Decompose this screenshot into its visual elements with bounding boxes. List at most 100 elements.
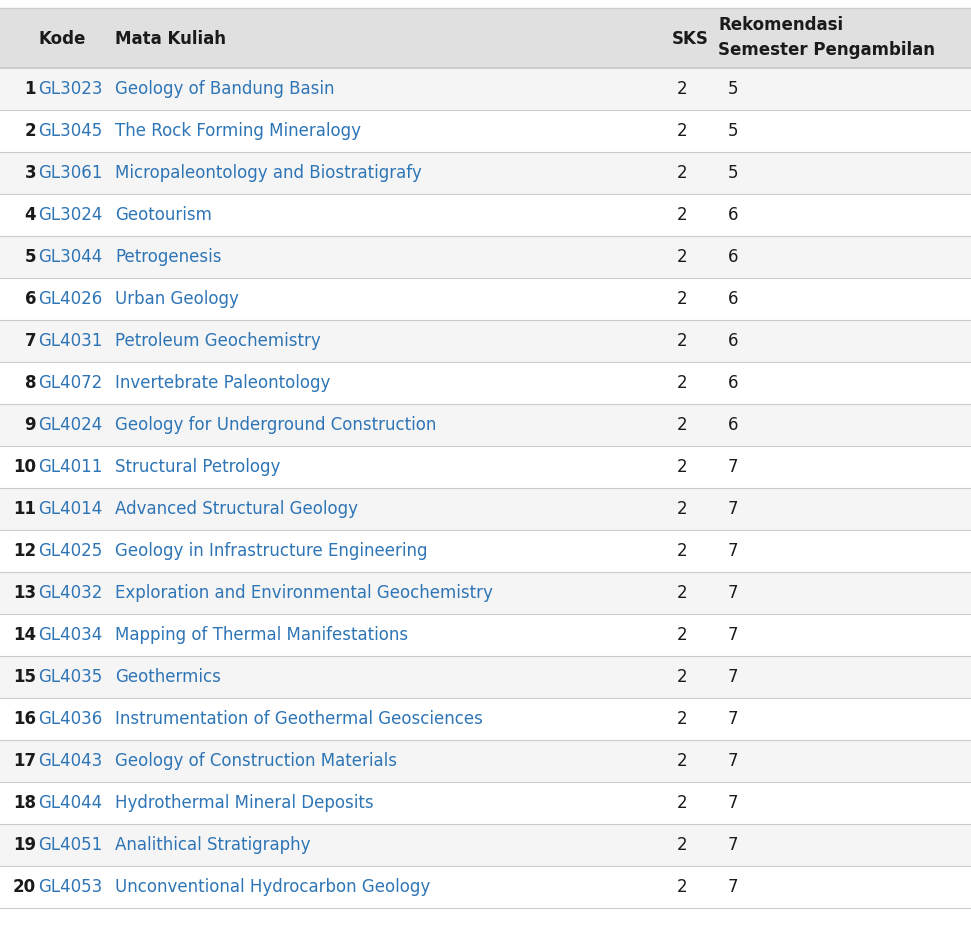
Bar [0,782,971,824]
Text: 2: 2 [677,416,687,434]
Text: GL3023: GL3023 [38,80,103,98]
Text: 7: 7 [728,584,739,602]
Text: 18: 18 [13,794,36,812]
Text: Semester Pengambilan: Semester Pengambilan [718,41,935,59]
Text: 5: 5 [728,164,739,182]
Text: 15: 15 [13,668,36,686]
Bar [0,740,971,782]
Text: 7: 7 [24,332,36,350]
Text: 2: 2 [677,122,687,140]
Text: 16: 16 [13,710,36,728]
Text: 7: 7 [728,878,739,896]
Text: GL4011: GL4011 [38,458,102,476]
Text: Geology of Construction Materials: Geology of Construction Materials [115,752,397,770]
Bar [0,614,971,656]
Text: Geology of Bandung Basin: Geology of Bandung Basin [115,80,334,98]
Text: 6: 6 [24,290,36,308]
Bar [0,110,971,152]
Text: 12: 12 [13,542,36,560]
Text: 6: 6 [728,416,739,434]
Text: Geothermics: Geothermics [115,668,220,686]
Text: GL4053: GL4053 [38,878,102,896]
Text: GL4026: GL4026 [38,290,102,308]
Text: GL3044: GL3044 [38,248,102,266]
Text: 20: 20 [13,878,36,896]
Text: GL4031: GL4031 [38,332,102,350]
Bar [0,488,971,530]
Bar [0,320,971,362]
Text: 2: 2 [677,206,687,224]
Bar [0,572,971,614]
Text: 7: 7 [728,794,739,812]
Bar [0,68,971,110]
Text: 13: 13 [13,584,36,602]
Text: GL4072: GL4072 [38,374,102,392]
Text: 7: 7 [728,668,739,686]
Text: 2: 2 [677,710,687,728]
Text: 7: 7 [728,836,739,854]
Text: Kode: Kode [38,30,85,48]
Text: 19: 19 [13,836,36,854]
Bar [0,656,971,698]
Text: 9: 9 [24,416,36,434]
Text: Invertebrate Paleontology: Invertebrate Paleontology [115,374,330,392]
Text: 5: 5 [728,80,739,98]
Text: SKS: SKS [672,30,709,48]
Text: 2: 2 [677,374,687,392]
Text: GL4032: GL4032 [38,584,102,602]
Text: 6: 6 [728,374,739,392]
Text: GL4051: GL4051 [38,836,102,854]
Text: The Rock Forming Mineralogy: The Rock Forming Mineralogy [115,122,361,140]
Text: 17: 17 [13,752,36,770]
Text: 2: 2 [677,668,687,686]
Text: Unconventional Hydrocarbon Geology: Unconventional Hydrocarbon Geology [115,878,430,896]
Text: 2: 2 [677,542,687,560]
Text: 2: 2 [677,584,687,602]
Text: 7: 7 [728,626,739,644]
Bar [0,698,971,740]
Text: GL4043: GL4043 [38,752,102,770]
Text: GL4036: GL4036 [38,710,102,728]
Text: Geology for Underground Construction: Geology for Underground Construction [115,416,436,434]
Text: Geology in Infrastructure Engineering: Geology in Infrastructure Engineering [115,542,427,560]
Text: GL3061: GL3061 [38,164,102,182]
Bar [0,362,971,404]
Text: 14: 14 [13,626,36,644]
Bar [0,278,971,320]
Text: 6: 6 [728,290,739,308]
Text: Petroleum Geochemistry: Petroleum Geochemistry [115,332,320,350]
Text: Urban Geology: Urban Geology [115,290,239,308]
Bar [0,152,971,194]
Text: GL4034: GL4034 [38,626,102,644]
Text: 2: 2 [677,752,687,770]
Bar [0,194,971,236]
Text: 2: 2 [677,290,687,308]
Text: 7: 7 [728,710,739,728]
Text: Mata Kuliah: Mata Kuliah [115,30,226,48]
Text: Structural Petrology: Structural Petrology [115,458,281,476]
Text: GL4014: GL4014 [38,500,102,518]
Text: GL4044: GL4044 [38,794,102,812]
Text: GL4025: GL4025 [38,542,102,560]
Text: 2: 2 [677,794,687,812]
Text: GL3045: GL3045 [38,122,102,140]
Text: 2: 2 [677,458,687,476]
Text: 7: 7 [728,500,739,518]
Text: 6: 6 [728,248,739,266]
Bar [0,236,971,278]
Text: 5: 5 [728,122,739,140]
Text: Rekomendasi: Rekomendasi [718,16,843,34]
Text: Exploration and Environmental Geochemistry: Exploration and Environmental Geochemist… [115,584,493,602]
Text: Analithical Stratigraphy: Analithical Stratigraphy [115,836,311,854]
Bar [0,404,971,446]
Text: 4: 4 [24,206,36,224]
Text: 5: 5 [24,248,36,266]
Bar [0,8,971,68]
Bar [0,824,971,866]
Text: Geotourism: Geotourism [115,206,212,224]
Text: Petrogenesis: Petrogenesis [115,248,221,266]
Bar [0,530,971,572]
Bar [0,866,971,908]
Text: Advanced Structural Geology: Advanced Structural Geology [115,500,358,518]
Text: 6: 6 [728,332,739,350]
